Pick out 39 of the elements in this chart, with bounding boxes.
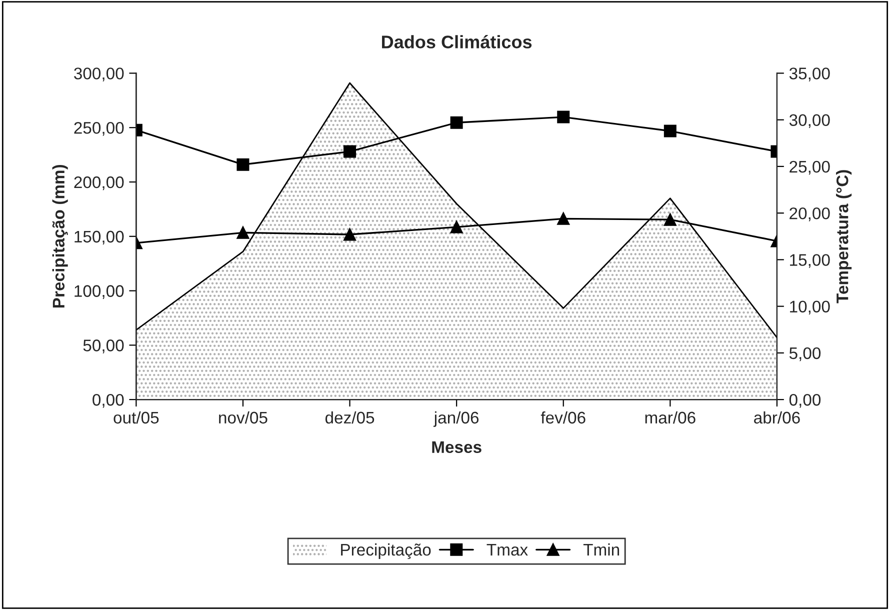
- y-tick-label: 50,00: [83, 340, 124, 354]
- y2-tick-label: 0,00: [789, 394, 821, 408]
- y2-axis-title: Temperatura (°C): [836, 170, 852, 304]
- point: [664, 124, 676, 138]
- x-tick-label: dez/05: [325, 411, 374, 424]
- y-tick-label: 0,00: [92, 394, 124, 408]
- legend-label: Precipitação: [341, 543, 431, 560]
- y2-tick-label: 30,00: [789, 114, 830, 128]
- point: [450, 116, 463, 129]
- y2-tick-label: 35,00: [789, 68, 830, 82]
- y2-tick-label: 5,00: [789, 347, 821, 362]
- x-tick-label: nov/05: [219, 411, 268, 424]
- y2-tick-label: 20,00: [790, 207, 830, 222]
- y2-tick-label: 25,00: [790, 160, 830, 175]
- x-tick-label: mar/06: [645, 411, 696, 424]
- y-tick-label: 150,00: [74, 230, 124, 245]
- x-tick-label: jan/06: [433, 411, 479, 427]
- y-tick-label: 250,00: [74, 122, 124, 136]
- point: [236, 158, 250, 171]
- x-tick-label: out/05: [114, 411, 159, 424]
- legend-label: Tmin: [583, 543, 620, 556]
- y-tick-label: 300,00: [74, 68, 124, 82]
- point: [344, 228, 356, 241]
- chart-title: Dados Climáticos: [382, 34, 532, 48]
- x-tick-label: fev/06: [540, 411, 586, 424]
- y-tick-label: 100,00: [74, 285, 124, 299]
- point: [236, 226, 250, 239]
- point: [557, 110, 570, 124]
- point: [344, 145, 356, 158]
- point: [557, 212, 570, 225]
- y2-tick-label: 10,00: [790, 300, 830, 314]
- x-axis-title: Meses: [432, 441, 482, 454]
- legend-label: Tmax: [486, 544, 528, 556]
- y2-tick-label: 15,00: [790, 254, 830, 268]
- y-axis-title: Precipitação (mm): [52, 164, 68, 308]
- point: [450, 220, 463, 234]
- x-tick-label: abr/06: [754, 411, 800, 424]
- point: [664, 213, 676, 226]
- y-tick-label: 200,00: [74, 176, 124, 190]
